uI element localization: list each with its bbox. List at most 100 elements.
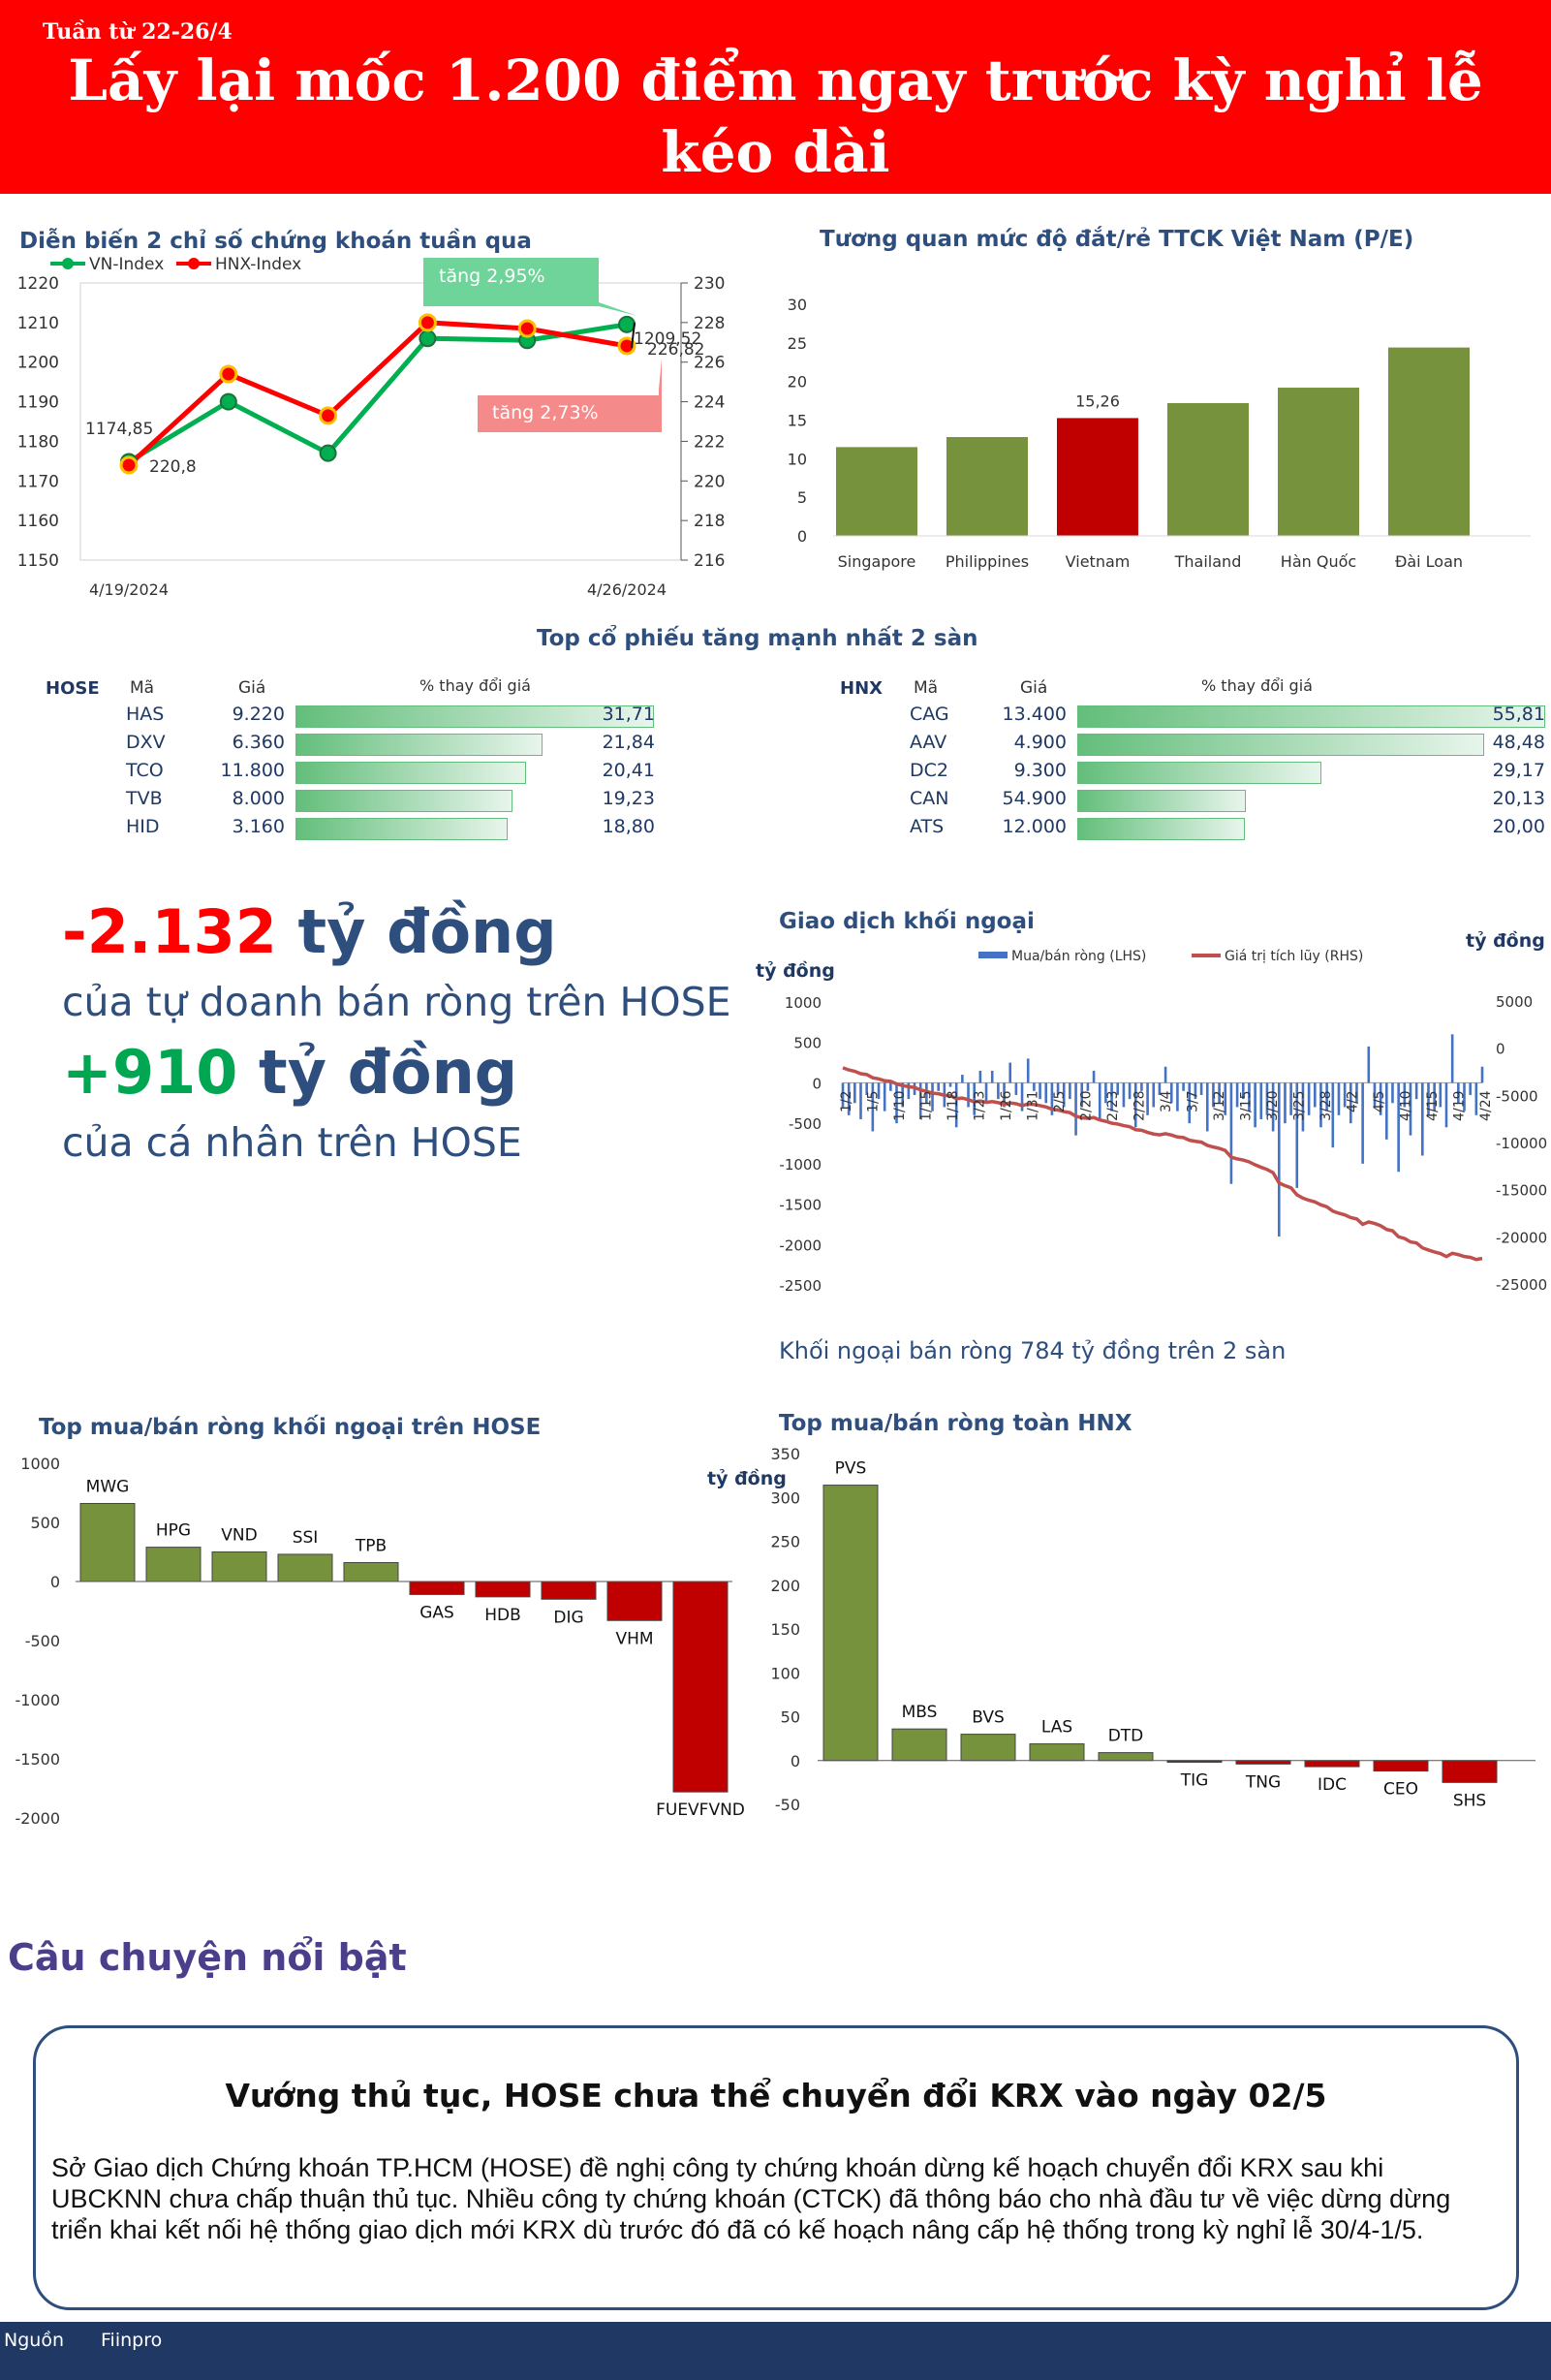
net-bar-vnd <box>211 1551 267 1582</box>
net-flow-bar <box>1427 1082 1430 1115</box>
net-bar-tng <box>1235 1760 1291 1765</box>
pct-bar <box>1077 790 1247 812</box>
pe-value-label: 15,26 <box>1075 391 1120 410</box>
net-flow-bar <box>841 1082 845 1108</box>
net-flow-bar <box>1039 1082 1041 1100</box>
foreign-note: Khối ngoại bán ròng 784 tỷ đồng trên 2 s… <box>779 1337 1287 1364</box>
net-flow-bar <box>1176 1082 1179 1112</box>
net-flow-bar <box>1391 1082 1394 1104</box>
net-flow-bar <box>997 1082 1000 1100</box>
hnx-foreign-title: Top mua/bán ròng toàn HNX <box>779 1411 1132 1436</box>
net-flow-bar <box>1163 1066 1167 1083</box>
stock-code: HID <box>126 816 160 837</box>
net-flow-bar <box>1355 1082 1358 1104</box>
vn-index-point <box>319 444 337 462</box>
net-bar-mwg <box>79 1502 136 1582</box>
exchange-label: HOSE <box>46 678 100 699</box>
net-bar-dig <box>541 1581 597 1600</box>
net-flow-bar <box>948 1082 952 1087</box>
net-flow-bar <box>877 1082 881 1100</box>
legend-cum-label: Giá trị tích lũy (RHS) <box>1225 949 1363 964</box>
left-tick-label: 1150 <box>17 551 59 571</box>
left-tick-label: 1160 <box>17 512 59 531</box>
hnx-index-line <box>127 320 628 467</box>
fx-left-tick: -500 <box>789 1115 822 1133</box>
legend-marker <box>188 258 200 269</box>
pe-y-tick: 30 <box>788 296 807 314</box>
net-flow-bar <box>1325 1082 1328 1112</box>
pct-bar <box>295 705 654 728</box>
stock-code: TVB <box>126 788 163 809</box>
net-bar-label: CEO <box>1383 1780 1418 1800</box>
pct-bar <box>295 790 513 812</box>
fx-date-label: 3/20 <box>1265 1090 1281 1120</box>
net-flow-bar <box>1331 1082 1335 1148</box>
net-flow-bar <box>984 1082 988 1104</box>
cumulative-line <box>842 1066 1483 1262</box>
net-flow-bar <box>1188 1082 1192 1124</box>
pe-category-label: Đài Loan <box>1395 552 1463 571</box>
right-tick-label: 218 <box>694 512 725 531</box>
net-y-tick: -500 <box>25 1632 60 1650</box>
vn-end-pointer <box>631 322 636 349</box>
pe-category-label: Philippines <box>946 552 1029 571</box>
stock-price: 8.000 <box>232 788 285 809</box>
net-bar-label: MBS <box>902 1703 938 1722</box>
stock-price: 9.220 <box>232 704 285 725</box>
stock-price: 11.800 <box>220 760 285 781</box>
fx-date-label: 4/15 <box>1425 1090 1441 1120</box>
net-y-tick: 1000 <box>20 1455 60 1473</box>
net-flow-bar <box>1092 1070 1096 1083</box>
stock-pct: 20,41 <box>602 760 655 781</box>
net-flow-bar <box>1361 1082 1364 1164</box>
vn-start-label: 1174,85 <box>85 420 153 439</box>
net-bar-fuevfvnd <box>672 1581 729 1793</box>
left-tick-label: 1200 <box>17 354 59 373</box>
stock-price: 12.000 <box>1002 816 1067 837</box>
left-tick-label: 1180 <box>17 432 59 452</box>
net-flow-bar <box>859 1082 862 1119</box>
story-box: Vướng thủ tục, HOSE chưa thể chuyển đổi … <box>33 2025 1519 2310</box>
net-flow-bar <box>1397 1082 1400 1173</box>
pe-chart-title: Tương quan mức độ đắt/rẻ TTCK Việt Nam (… <box>820 227 1414 252</box>
fx-date-label: 1/10 <box>892 1090 908 1120</box>
prop-trading-unit: tỷ đồng <box>297 896 557 967</box>
net-flow-bar <box>1385 1082 1388 1140</box>
fx-date-label: 4/10 <box>1399 1090 1414 1120</box>
net-unit-label: tỷ đồng <box>707 1467 787 1489</box>
net-flow-bar <box>1241 1082 1245 1100</box>
stock-code: CAG <box>910 704 949 725</box>
net-y-tick: 350 <box>770 1445 800 1463</box>
net-flow-bar <box>1319 1082 1322 1128</box>
exchange-label: HNX <box>840 678 884 699</box>
net-bar-label: TPB <box>355 1536 387 1555</box>
net-flow-bar <box>1199 1082 1203 1095</box>
fx-date-label: 3/4 <box>1159 1090 1174 1112</box>
stock-code: HAS <box>126 704 165 725</box>
vn-index-point <box>419 329 437 348</box>
fx-date-label: 2/20 <box>1079 1090 1095 1120</box>
fx-date-label: 4/24 <box>1478 1090 1494 1121</box>
story-section-title: Câu chuyện nổi bật <box>8 1936 407 1979</box>
fx-date-label: 2/23 <box>1105 1090 1121 1120</box>
fx-left-tick: -2000 <box>779 1237 822 1254</box>
net-bar-hpg <box>145 1547 202 1582</box>
stock-code: TCO <box>126 760 164 781</box>
net-bar-ssi <box>277 1553 333 1582</box>
stock-code: CAN <box>910 788 949 809</box>
net-flow-bar <box>1224 1082 1227 1115</box>
fx-left-tick: 1000 <box>785 994 822 1012</box>
net-flow-bar <box>1229 1082 1233 1184</box>
stock-pct: 20,00 <box>1492 816 1545 837</box>
net-flow-bar <box>1259 1082 1263 1119</box>
net-bar-label: SHS <box>1453 1791 1486 1810</box>
net-flow-bar <box>1110 1082 1113 1112</box>
fx-date-label: 1/5 <box>866 1090 882 1112</box>
net-bar-gas <box>409 1581 465 1595</box>
col-code-header: Mã <box>130 678 155 698</box>
stock-price: 6.360 <box>232 732 285 753</box>
net-flow-bar <box>1313 1082 1317 1108</box>
story-body: Sở Giao dịch Chứng khoán TP.HCM (HOSE) đ… <box>51 2153 1451 2244</box>
right-tick-label: 216 <box>694 551 725 571</box>
